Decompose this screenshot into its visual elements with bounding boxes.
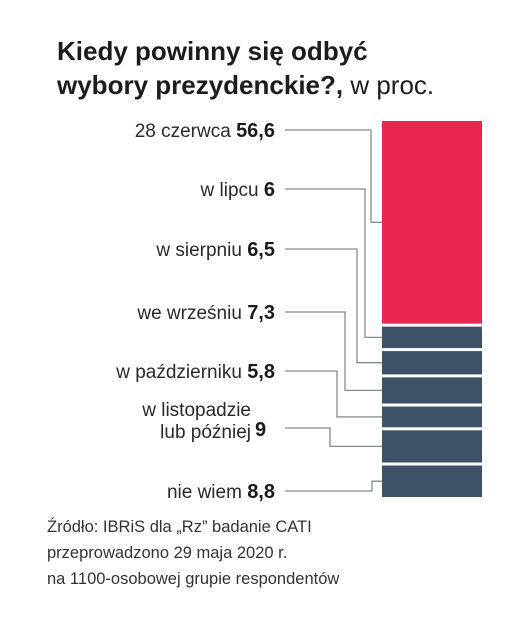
leader-line	[285, 129, 382, 223]
category-label: w sierpniu 6,5	[155, 239, 275, 261]
leader-line	[285, 188, 382, 339]
value-label: 5,8	[247, 361, 275, 383]
leader-line	[285, 248, 382, 364]
value-label: 9	[255, 419, 266, 441]
chart-title: Kiedy powinny się odbyć wybory prezydenc…	[57, 34, 497, 102]
category-label: w październiku 5,8	[115, 361, 275, 383]
title-unit: w proc.	[350, 70, 435, 100]
category-label: w listopadzie lub później	[141, 400, 251, 443]
title-line-1: Kiedy powinny się odbyć	[57, 36, 368, 66]
leader-line	[285, 370, 382, 418]
source-line-2: przeprowadzono 29 maja 2020 r.	[47, 544, 288, 562]
category-label: we wrześniu 7,3	[136, 302, 275, 324]
title-line-2: wybory prezydenckie?,	[57, 70, 344, 100]
leader-line	[285, 427, 382, 448]
value-label: 6	[264, 179, 275, 201]
bar-segment	[382, 121, 482, 324]
bar-segment	[382, 430, 482, 463]
bar-segment	[382, 326, 482, 349]
category-label: 28 czerwca 56,6	[135, 120, 275, 142]
leader-line	[285, 480, 382, 492]
bar-segment	[382, 406, 482, 428]
source-line-1: Źródło: IBRiS dla „Rz” badanie CATI	[47, 518, 312, 536]
leader-line	[285, 311, 382, 392]
value-label: 8,8	[247, 481, 275, 503]
value-label: 7,3	[247, 302, 275, 324]
source-note: Źródło: IBRiS dla „Rz” badanie CATI prze…	[47, 514, 497, 592]
value-label: 56,6	[236, 120, 275, 142]
bar-segment	[382, 465, 482, 497]
bar-segment	[382, 351, 482, 375]
source-line-3: na 1100-osobowej grupie respondentów	[47, 570, 340, 588]
category-label: w lipcu 6	[200, 179, 275, 201]
bar-segment	[382, 377, 482, 404]
value-label: 6,5	[247, 239, 275, 261]
category-label: nie wiem 8,8	[167, 481, 275, 503]
